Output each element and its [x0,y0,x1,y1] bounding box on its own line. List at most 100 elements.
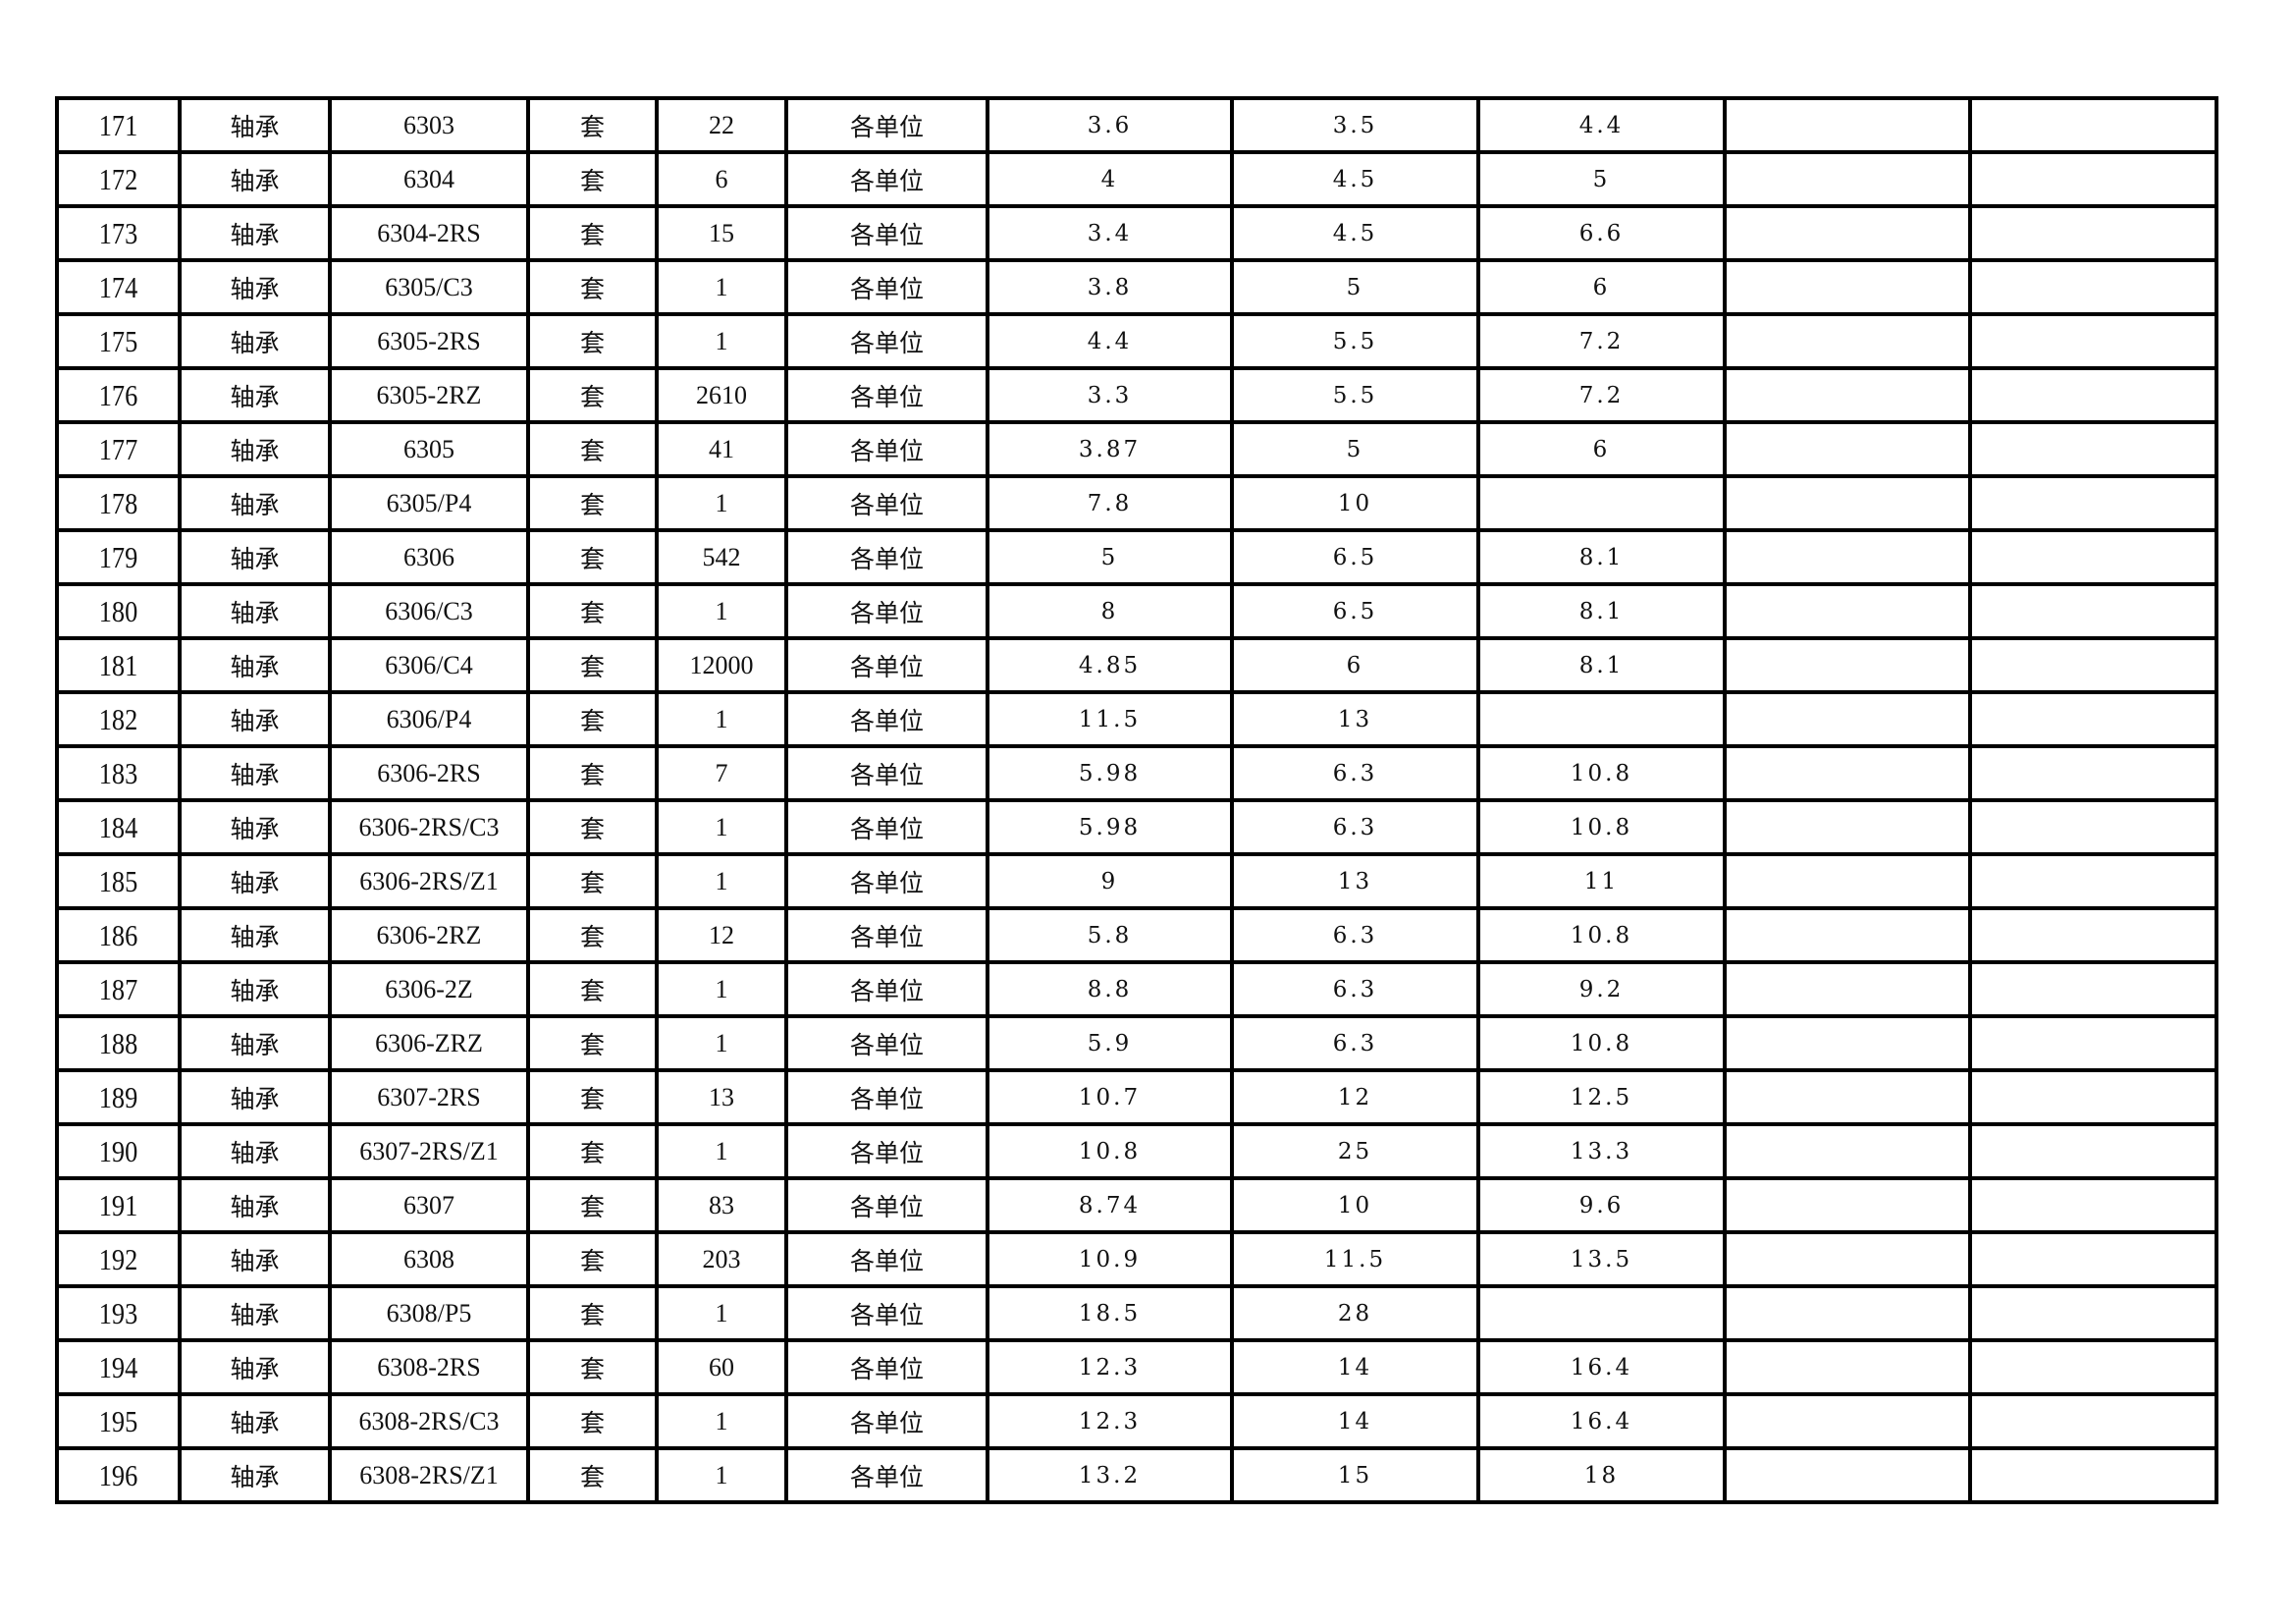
quantity-cell: 15 [655,204,788,262]
extra-1-cell [1723,690,1972,748]
department-cell: 各单位 [784,528,989,586]
price-1-cell: 5 [986,528,1234,586]
item-name-cell: 轴承 [178,582,332,640]
price-2-cell: 3.5 [1230,96,1480,154]
table-row: 178 轴承 6305/P4 套 1 各单位 7.8 10 [57,474,2218,532]
price-2-cell: 4.5 [1230,204,1480,262]
quantity-cell: 1 [655,312,788,370]
price-2-cell: 13 [1230,852,1480,910]
extra-1-cell [1723,528,1972,586]
unit-cell: 套 [526,312,659,370]
model-cell: 6304 [328,150,530,208]
model-cell: 6306/C3 [328,582,530,640]
extra-1-cell [1723,798,1972,856]
extra-1-cell [1723,1284,1972,1342]
extra-2-cell [1968,258,2218,316]
price-3-cell: 11 [1476,852,1727,910]
department-cell: 各单位 [784,744,989,802]
price-2-cell: 6 [1230,636,1480,694]
extra-1-cell [1723,366,1972,424]
table-row: 181 轴承 6306/C4 套 12000 各单位 4.85 6 8.1 [57,636,2218,694]
quantity-cell: 1 [655,1392,788,1450]
unit-cell: 套 [526,906,659,964]
department-cell: 各单位 [784,852,989,910]
quantity-cell: 60 [655,1338,788,1396]
quantity-cell: 1 [655,582,788,640]
department-cell: 各单位 [784,204,989,262]
price-2-cell: 25 [1230,1122,1480,1180]
price-1-cell: 13.2 [986,1446,1234,1504]
item-name-cell: 轴承 [178,960,332,1018]
item-name-cell: 轴承 [178,1338,332,1396]
price-1-cell: 12.3 [986,1338,1234,1396]
unit-cell: 套 [526,1068,659,1126]
model-cell: 6305 [328,420,530,478]
item-name-cell: 轴承 [178,690,332,748]
extra-1-cell [1723,312,1972,370]
unit-cell: 套 [526,1338,659,1396]
item-name-cell: 轴承 [178,528,332,586]
department-cell: 各单位 [784,312,989,370]
extra-2-cell [1968,960,2218,1018]
quantity-cell: 7 [655,744,788,802]
quantity-cell: 2610 [655,366,788,424]
table-row: 182 轴承 6306/P4 套 1 各单位 11.5 13 [57,690,2218,748]
price-1-cell: 3.3 [986,366,1234,424]
price-1-cell: 12.3 [986,1392,1234,1450]
item-name-cell: 轴承 [178,1176,332,1234]
price-2-cell: 6.3 [1230,744,1480,802]
extra-2-cell [1968,420,2218,478]
quantity-cell: 1 [655,960,788,1018]
price-2-cell: 14 [1230,1392,1480,1450]
table-row: 175 轴承 6305-2RS 套 1 各单位 4.4 5.5 7.2 [57,312,2218,370]
unit-cell: 套 [526,258,659,316]
department-cell: 各单位 [784,906,989,964]
table-row: 180 轴承 6306/C3 套 1 各单位 8 6.5 8.1 [57,582,2218,640]
model-cell: 6306-2RS [328,744,530,802]
price-3-cell: 16.4 [1476,1392,1727,1450]
extra-2-cell [1968,690,2218,748]
price-3-cell: 8.1 [1476,636,1727,694]
item-name-cell: 轴承 [178,204,332,262]
item-name-cell: 轴承 [178,258,332,316]
price-1-cell: 4.85 [986,636,1234,694]
row-number-cell: 187 [64,960,173,1018]
price-2-cell: 4.5 [1230,150,1480,208]
item-name-cell: 轴承 [178,1014,332,1072]
extra-2-cell [1968,1338,2218,1396]
table-row: 176 轴承 6305-2RZ 套 2610 各单位 3.3 5.5 7.2 [57,366,2218,424]
price-3-cell: 12.5 [1476,1068,1727,1126]
table-row: 184 轴承 6306-2RS/C3 套 1 各单位 5.98 6.3 10.8 [57,798,2218,856]
row-number-cell: 175 [64,312,173,370]
table-row: 171 轴承 6303 套 22 各单位 3.6 3.5 4.4 [57,96,2218,154]
row-number-cell: 185 [64,852,173,910]
price-3-cell: 5 [1476,150,1727,208]
department-cell: 各单位 [784,420,989,478]
table-row: 189 轴承 6307-2RS 套 13 各单位 10.7 12 12.5 [57,1068,2218,1126]
extra-1-cell [1723,1230,1972,1288]
row-number-cell: 173 [64,204,173,262]
extra-2-cell [1968,798,2218,856]
extra-2-cell [1968,852,2218,910]
unit-cell: 套 [526,1122,659,1180]
unit-cell: 套 [526,1176,659,1234]
row-number-cell: 192 [64,1230,173,1288]
unit-cell: 套 [526,960,659,1018]
price-3-cell: 6 [1476,420,1727,478]
table-row: 196 轴承 6308-2RS/Z1 套 1 各单位 13.2 15 18 [57,1446,2218,1504]
extra-2-cell [1968,204,2218,262]
item-name-cell: 轴承 [178,1122,332,1180]
row-number-cell: 188 [64,1014,173,1072]
department-cell: 各单位 [784,1446,989,1504]
price-3-cell: 10.8 [1476,798,1727,856]
quantity-cell: 6 [655,150,788,208]
item-name-cell: 轴承 [178,1392,332,1450]
price-3-cell: 9.6 [1476,1176,1727,1234]
item-name-cell: 轴承 [178,150,332,208]
price-2-cell: 6.5 [1230,582,1480,640]
price-3-cell: 7.2 [1476,366,1727,424]
unit-cell: 套 [526,1446,659,1504]
extra-2-cell [1968,1284,2218,1342]
table-row: 179 轴承 6306 套 542 各单位 5 6.5 8.1 [57,528,2218,586]
table-body: 171 轴承 6303 套 22 各单位 3.6 3.5 4.4 172 轴承 6304 套 6 各单位 4 4… [57,96,2218,1504]
